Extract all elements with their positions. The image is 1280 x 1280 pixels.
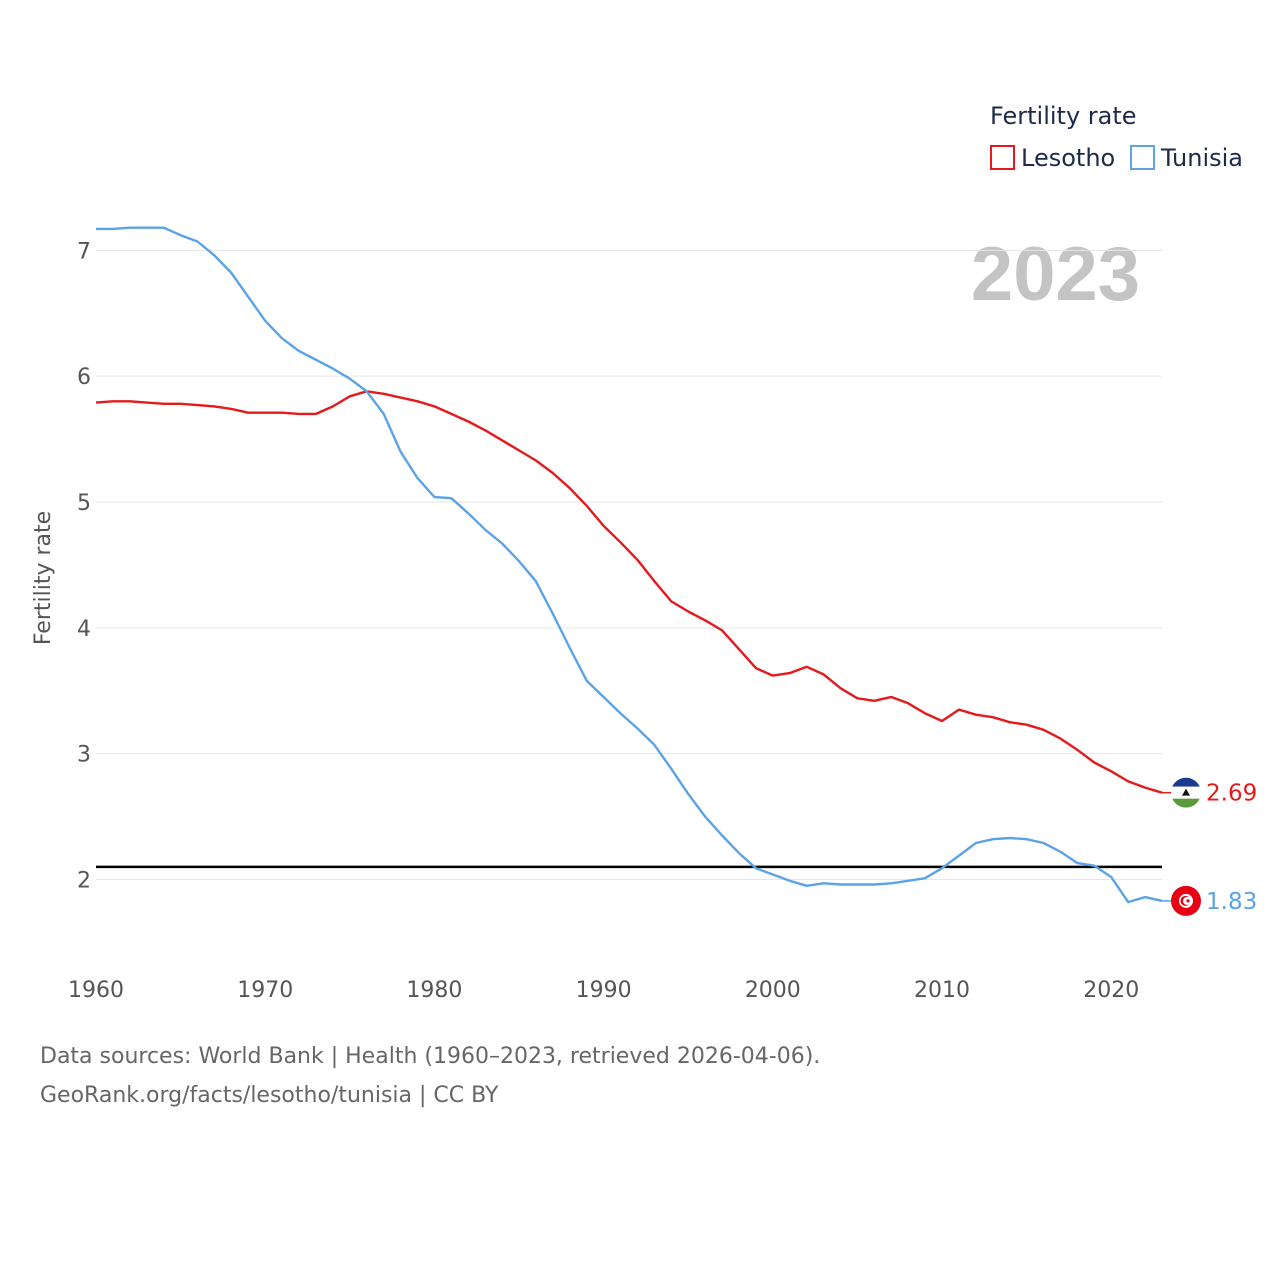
x-tick-label-2000: 2000 bbox=[745, 978, 801, 1003]
y-tick-label-4: 4 bbox=[77, 617, 91, 642]
end-value-lesotho: 2.69 bbox=[1206, 781, 1257, 807]
series-layer bbox=[95, 226, 1163, 904]
series-line-lesotho[interactable] bbox=[95, 390, 1163, 794]
legend-swatch-tunisia bbox=[1130, 145, 1155, 170]
legend-swatch-lesotho bbox=[990, 145, 1015, 170]
x-tick-label-1960: 1960 bbox=[68, 978, 124, 1003]
lesotho-flag-icon bbox=[1171, 777, 1201, 808]
y-tick-label-6: 6 bbox=[77, 365, 91, 390]
legend-title: Fertility rate bbox=[990, 102, 1137, 130]
series-line-tunisia[interactable] bbox=[96, 226, 1163, 904]
end-label-layer: 2.69 1.83 bbox=[1162, 777, 1257, 916]
fertility-line-chart: Fertility rate Lesotho Tunisia 2023 Fert… bbox=[31, 102, 1257, 1003]
tunisia-flag-icon bbox=[1171, 885, 1201, 916]
tick-layer: 2 3 4 5 6 7 1960 1970 1980 1990 2000 2010 2020 bbox=[68, 239, 1139, 1003]
year-label: 2023 bbox=[971, 232, 1140, 317]
legend-item-tunisia[interactable]: Tunisia bbox=[1130, 144, 1243, 172]
y-tick-label-5: 5 bbox=[77, 491, 91, 516]
legend-label-tunisia: Tunisia bbox=[1160, 144, 1243, 172]
x-tick-label-1970: 1970 bbox=[237, 978, 293, 1003]
x-tick-label-2010: 2010 bbox=[914, 978, 970, 1003]
y-axis-label: Fertility rate bbox=[31, 511, 56, 645]
source-line-2[interactable]: GeoRank.org/facts/lesotho/tunisia | CC B… bbox=[40, 1083, 499, 1108]
end-value-tunisia: 1.83 bbox=[1206, 889, 1257, 915]
legend-item-lesotho[interactable]: Lesotho bbox=[990, 144, 1115, 172]
y-tick-label-7: 7 bbox=[77, 239, 91, 264]
grid-layer bbox=[96, 249, 1162, 880]
source-line-1: Data sources: World Bank | Health (1960–… bbox=[40, 1044, 821, 1069]
y-tick-label-2: 2 bbox=[77, 869, 91, 894]
x-tick-label-1980: 1980 bbox=[406, 978, 462, 1003]
y-tick-label-3: 3 bbox=[77, 743, 91, 768]
x-tick-label-1990: 1990 bbox=[576, 978, 632, 1003]
legend-label-lesotho: Lesotho bbox=[1021, 144, 1115, 172]
x-tick-label-2020: 2020 bbox=[1083, 978, 1139, 1003]
